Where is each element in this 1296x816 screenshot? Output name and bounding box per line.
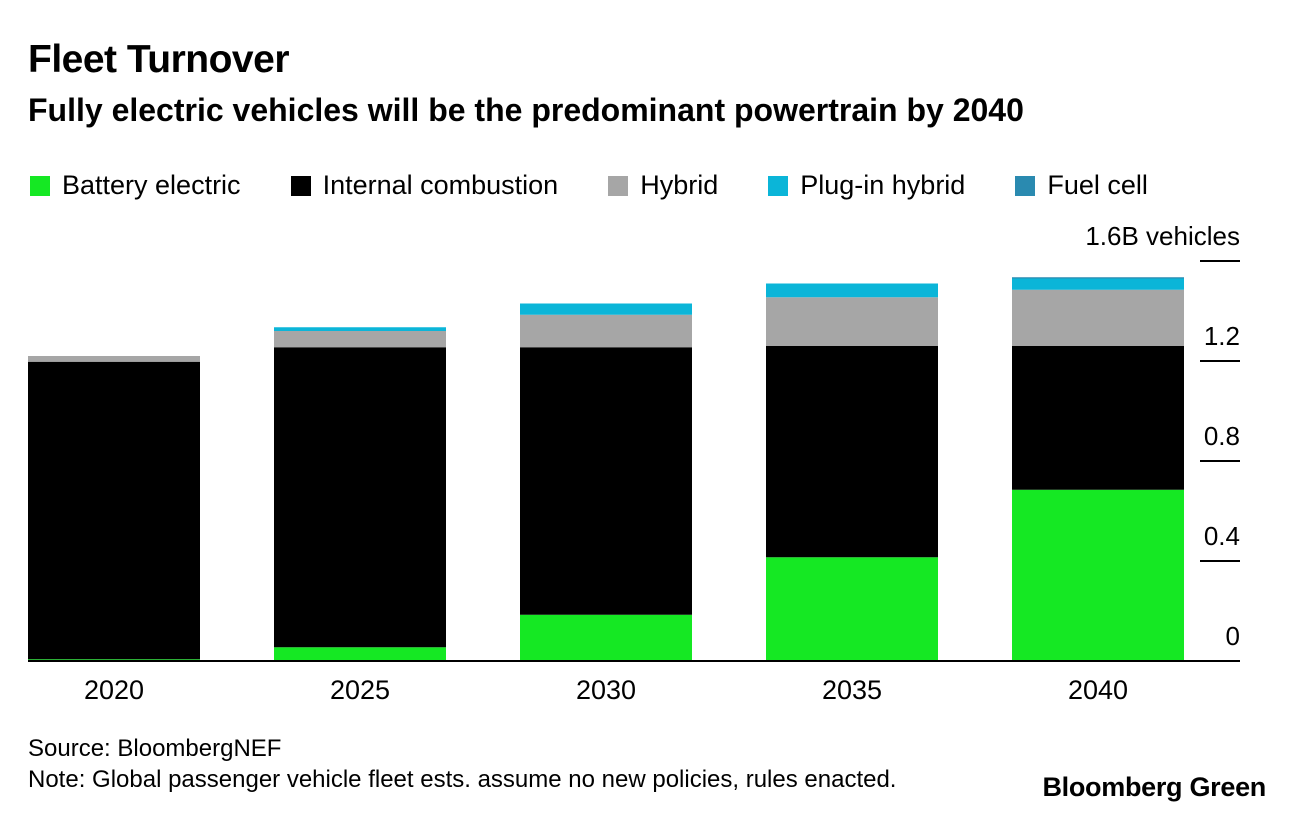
chart-footnote: Source: BloombergNEF Note: Global passen… xyxy=(28,733,896,795)
y-tick-label-0: 0 xyxy=(1226,621,1240,651)
bar-plug-in-hybrid-2030 xyxy=(520,303,692,315)
x-tick-label-2040: 2040 xyxy=(1068,675,1128,705)
legend-label: Battery electric xyxy=(62,170,241,200)
legend-label: Fuel cell xyxy=(1047,170,1148,200)
y-tick-label-3: 1.2 xyxy=(1204,321,1240,351)
legend-label: Internal combustion xyxy=(322,170,559,200)
y-tick-label-1: 0.4 xyxy=(1204,521,1240,551)
x-tick-label-2030: 2030 xyxy=(576,675,636,705)
chart-title: Fleet Turnover xyxy=(28,38,290,81)
legend-swatch xyxy=(30,175,50,196)
bar-internal-combustion-2030 xyxy=(520,347,692,615)
y-tick-label-2: 0.8 xyxy=(1204,421,1240,451)
bar-hybrid-2040 xyxy=(1012,289,1184,346)
bar-internal-combustion-2020 xyxy=(28,361,200,660)
legend-swatch xyxy=(290,175,311,196)
legend-item-battery-electric: Battery electric xyxy=(30,170,241,201)
chart-subtitle: Fully electric vehicles will be the pred… xyxy=(28,92,1024,128)
source-text: Source: BloombergNEF xyxy=(28,735,282,762)
legend-swatch xyxy=(608,175,629,196)
legend-swatch xyxy=(768,175,789,196)
bar-hybrid-2035 xyxy=(766,297,938,346)
bar-hybrid-2030 xyxy=(520,314,692,348)
legend-swatch xyxy=(1015,175,1036,196)
bar-internal-combustion-2035 xyxy=(766,346,938,558)
x-tick-label-2035: 2035 xyxy=(822,675,882,705)
bar-hybrid-2025 xyxy=(274,331,446,348)
legend-item-internal-combustion: Internal combustion xyxy=(290,170,559,201)
x-tick-label-2025: 2025 xyxy=(330,675,390,705)
legend-item-plug-in-hybrid: Plug-in hybrid xyxy=(768,170,965,201)
bar-hybrid-2020 xyxy=(28,356,200,362)
bloomberg-green-logo: Bloomberg Green xyxy=(1042,772,1266,802)
bar-battery-electric-2030 xyxy=(520,614,692,661)
bar-battery-electric-2040 xyxy=(1012,489,1184,661)
legend-label: Hybrid xyxy=(640,170,719,200)
legend-item-hybrid: Hybrid xyxy=(608,170,718,201)
bar-plug-in-hybrid-2035 xyxy=(766,283,938,298)
x-tick-label-2020: 2020 xyxy=(84,675,144,705)
bar-plug-in-hybrid-2040 xyxy=(1012,278,1184,290)
stacked-bar-chart: 2020 2025 2030 2035 2040 0 0.4 0.8 1.2 1.6B vehic… xyxy=(28,221,1240,705)
chart-legend: Battery electric Internal combustion Hybri… xyxy=(30,170,1148,201)
bar-internal-combustion-2040 xyxy=(1012,346,1184,490)
bar-internal-combustion-2025 xyxy=(274,347,446,648)
legend-item-fuel-cell: Fuel cell xyxy=(1015,170,1148,201)
bar-battery-electric-2025 xyxy=(274,647,446,661)
bar-fuel-cell-2040 xyxy=(1012,277,1184,279)
bar-battery-electric-2035 xyxy=(766,557,938,661)
y-tick-label-4: 1.6B vehicles xyxy=(1085,221,1240,251)
note-text: Note: Global passenger vehicle fleet est… xyxy=(28,766,897,793)
bar-plug-in-hybrid-2025 xyxy=(274,327,446,331)
legend-label: Plug-in hybrid xyxy=(800,170,966,200)
